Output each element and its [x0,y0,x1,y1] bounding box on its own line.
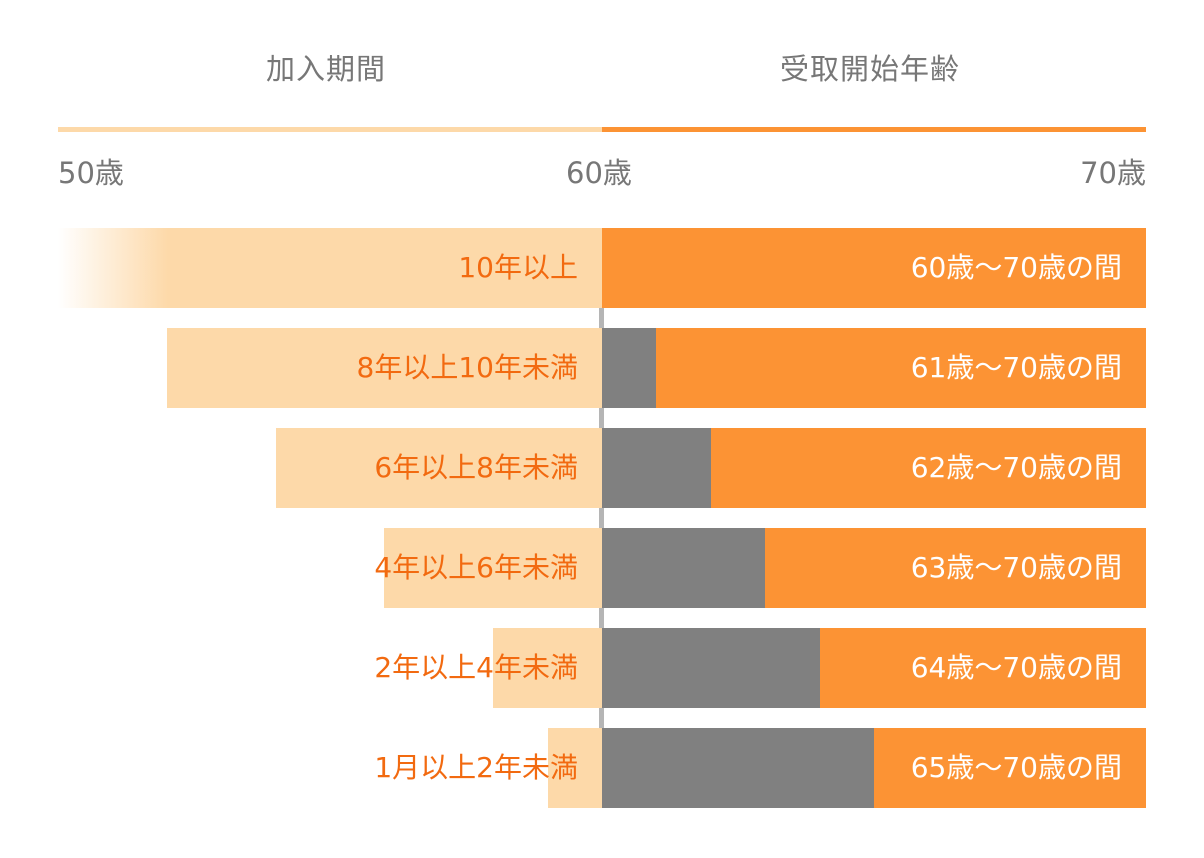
waiting-bar [602,728,874,808]
start-age-header-line [602,127,1146,132]
period-header-line [58,127,602,132]
period-label: 10年以上 [458,251,578,284]
period-bar-fade [58,228,168,308]
start-age-bar [765,528,1146,608]
start-age-bar [710,428,1146,508]
period-label: 2年以上4年未満 [374,651,578,684]
start-age-bar [602,228,1146,308]
period-bar [166,328,602,408]
period-bar [384,528,602,608]
waiting-bar [602,528,766,608]
waiting-bar [602,328,657,408]
start-age-label: 61歳〜70歳の間 [910,351,1122,384]
start-age-bar [656,328,1146,408]
age-tick-70: 70歳 [1080,156,1146,190]
age-60-divider [599,228,604,808]
waiting-bar [602,428,711,508]
start-age-label: 62歳〜70歳の間 [910,451,1122,484]
start-age-label: 63歳〜70歳の間 [910,551,1122,584]
period-bar [547,728,602,808]
start-age-label: 60歳〜70歳の間 [910,251,1122,284]
start-age-bar [819,628,1146,708]
period-label: 4年以上6年未満 [374,551,578,584]
waiting-bar [602,628,820,708]
age-tick-60: 60歳 [566,156,632,190]
age-tick-50: 50歳 [58,156,124,190]
start-age-label: 64歳〜70歳の間 [910,651,1122,684]
period-bar [493,628,602,708]
period-bar [275,428,602,508]
period-header: 加入期間 [266,52,387,86]
period-label: 1月以上2年未満 [374,751,578,784]
start-age-label: 65歳〜70歳の間 [910,751,1122,784]
start-age-header: 受取開始年齢 [780,52,961,86]
period-label: 8年以上10年未満 [356,351,578,384]
start-age-bar [874,728,1146,808]
period-label: 6年以上8年未満 [374,451,578,484]
